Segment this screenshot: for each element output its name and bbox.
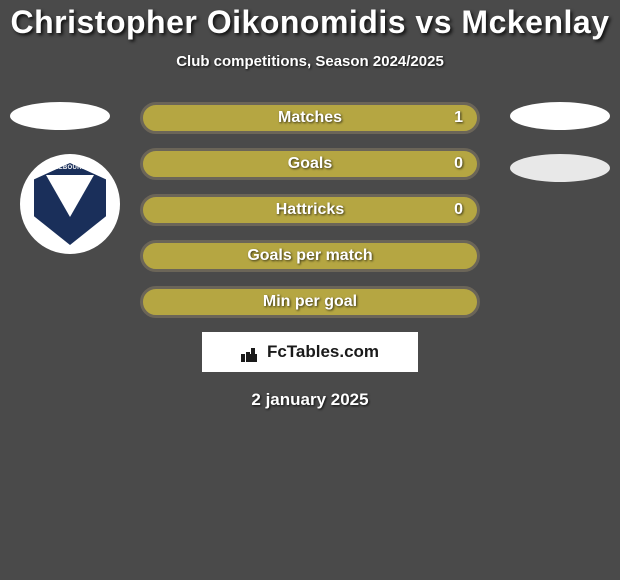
player-oval-left xyxy=(10,102,110,130)
stat-value: 1 xyxy=(454,109,463,127)
stat-bar-goals: Goals 0 xyxy=(140,148,480,180)
stat-bar-min-per-goal: Min per goal xyxy=(140,286,480,318)
page-title: Christopher Oikonomidis vs Mckenlay xyxy=(0,4,620,41)
player-oval-right-2 xyxy=(510,154,610,182)
page-subtitle: Club competitions, Season 2024/2025 xyxy=(0,53,620,70)
stat-label: Matches xyxy=(278,109,342,127)
stat-bar-matches: Matches 1 xyxy=(140,102,480,134)
stats-bars: Matches 1 Goals 0 Hattricks 0 Goals per … xyxy=(140,102,480,318)
stat-label: Goals per match xyxy=(247,247,372,265)
shield-icon: MELBOURNE xyxy=(34,163,106,245)
brand-text: FcTables.com xyxy=(267,342,379,362)
stat-label: Hattricks xyxy=(276,201,344,219)
header: Christopher Oikonomidis vs Mckenlay Club… xyxy=(0,0,620,70)
stat-bar-goals-per-match: Goals per match xyxy=(140,240,480,272)
date-text: 2 january 2025 xyxy=(0,390,620,410)
brand-footer: FcTables.com xyxy=(202,332,418,372)
chart-growth-icon xyxy=(241,342,263,362)
content-area: MELBOURNE Matches 1 Goals 0 Hattricks 0 … xyxy=(0,102,620,410)
stat-label: Goals xyxy=(288,155,332,173)
stat-bar-hattricks: Hattricks 0 xyxy=(140,194,480,226)
stat-value: 0 xyxy=(454,155,463,173)
badge-text-top: MELBOURNE xyxy=(34,165,106,171)
stat-value: 0 xyxy=(454,201,463,219)
stat-label: Min per goal xyxy=(263,293,357,311)
player-oval-right-1 xyxy=(510,102,610,130)
club-badge: MELBOURNE xyxy=(20,154,120,254)
badge-v-icon xyxy=(46,175,94,217)
